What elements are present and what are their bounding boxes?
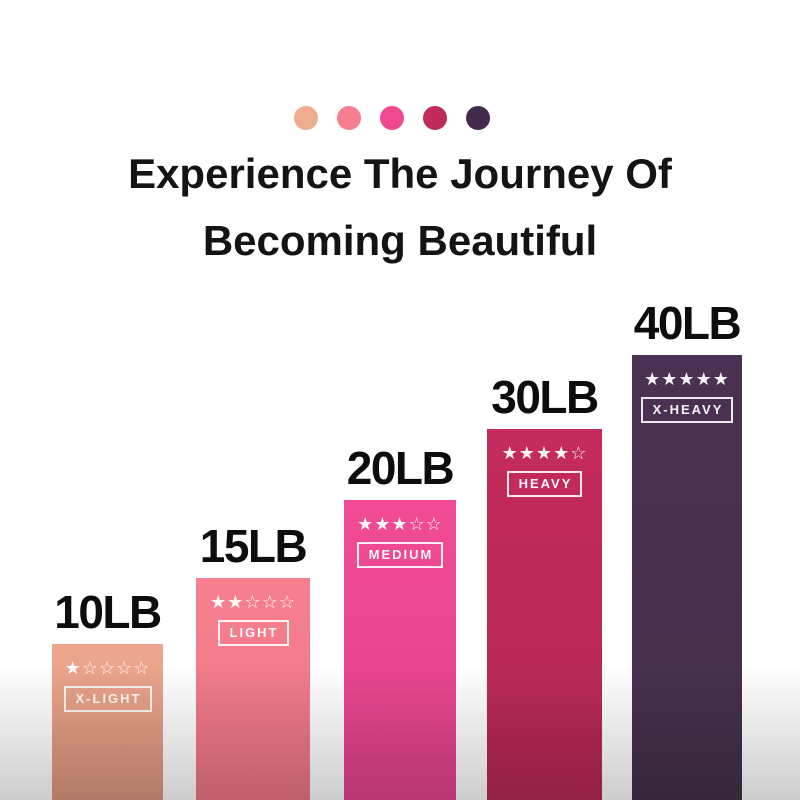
bar-column: 15LB ★★☆☆☆ LIGHT bbox=[196, 521, 310, 800]
light-dot bbox=[337, 106, 361, 130]
bar-weight-label: 20LB bbox=[346, 442, 455, 495]
bar-name-badge: X-HEAVY bbox=[640, 396, 734, 423]
x-heavy-dot bbox=[466, 106, 490, 130]
bar-name-badge: LIGHT bbox=[217, 619, 289, 646]
x-light-dot bbox=[294, 106, 318, 130]
star-rating: ★★★★★ bbox=[644, 369, 730, 389]
bar-name-badge: MEDIUM bbox=[356, 541, 444, 568]
medium-dot bbox=[380, 106, 404, 130]
bar: ★★☆☆☆ LIGHT bbox=[196, 578, 310, 800]
bar: ★★★★☆ HEAVY bbox=[487, 429, 602, 800]
bar: ★★★★★ X-HEAVY bbox=[632, 355, 742, 800]
bar-column: 10LB ★☆☆☆☆ X-LIGHT bbox=[52, 587, 163, 800]
bar: ★☆☆☆☆ X-LIGHT bbox=[52, 644, 163, 800]
bar-weight-label: 15LB bbox=[199, 520, 308, 573]
bar: ★★★☆☆ MEDIUM bbox=[344, 500, 456, 800]
heavy-dot bbox=[423, 106, 447, 130]
bar-column: 20LB ★★★☆☆ MEDIUM bbox=[344, 443, 456, 800]
bar-weight-label: 30LB bbox=[491, 371, 599, 424]
bar-column: 40LB ★★★★★ X-HEAVY bbox=[632, 298, 742, 800]
star-rating: ★★★★☆ bbox=[501, 443, 588, 463]
bar-weight-label: 10LB bbox=[54, 586, 162, 639]
palette-dots bbox=[294, 106, 490, 130]
star-rating: ★★☆☆☆ bbox=[210, 592, 296, 612]
title-line-1: Experience The Journey Of bbox=[128, 150, 672, 197]
title-line-2: Becoming Beautiful bbox=[202, 217, 598, 264]
page-title: Experience The Journey Of Becoming Beaut… bbox=[0, 140, 800, 274]
star-rating: ★☆☆☆☆ bbox=[64, 658, 151, 678]
bar-name-badge: HEAVY bbox=[506, 470, 583, 497]
bar-name-badge: X-LIGHT bbox=[63, 685, 152, 712]
bar-column: 30LB ★★★★☆ HEAVY bbox=[487, 372, 602, 800]
bar-weight-label: 40LB bbox=[633, 297, 742, 350]
star-rating: ★★★☆☆ bbox=[357, 514, 443, 534]
